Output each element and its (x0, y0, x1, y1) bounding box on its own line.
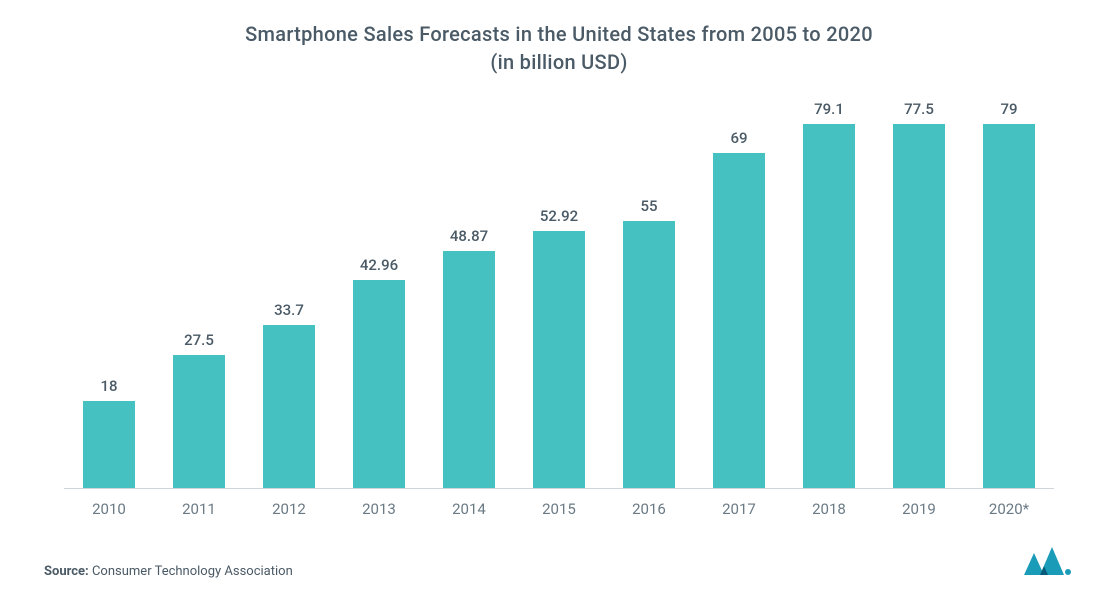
bar (713, 153, 765, 488)
bar-value-label: 42.96 (360, 256, 398, 274)
bar-value-label: 79.1 (814, 100, 844, 118)
bar (443, 251, 495, 488)
bar (803, 124, 855, 488)
bar-value-label: 79 (1000, 100, 1017, 118)
chart-footer: Source: Consumer Technology Association (40, 545, 1078, 579)
x-axis-label: 2013 (334, 500, 424, 518)
bar-slot: 79 (964, 100, 1054, 488)
bar-value-label: 18 (100, 377, 117, 395)
bar-slot: 42.96 (334, 100, 424, 488)
bar-slot: 18 (64, 100, 154, 488)
bar-value-label: 52.92 (540, 207, 578, 225)
bar (533, 231, 585, 488)
bar-slot: 33.7 (244, 100, 334, 488)
source-label: Source: (44, 564, 89, 579)
chart-title-line1: Smartphone Sales Forecasts in the United… (40, 20, 1078, 48)
bar-slot: 69 (694, 100, 784, 488)
bar (353, 280, 405, 488)
bar (983, 124, 1035, 488)
bar (263, 325, 315, 488)
bar-value-label: 55 (640, 197, 657, 215)
chart-title-block: Smartphone Sales Forecasts in the United… (40, 20, 1078, 76)
x-axis-label: 2017 (694, 500, 784, 518)
x-axis-label: 2018 (784, 500, 874, 518)
bar-slot: 27.5 (154, 100, 244, 488)
bar-slot: 79.1 (784, 100, 874, 488)
x-axis-label: 2020* (964, 500, 1054, 518)
chart-plot-area: 1827.533.742.9648.8752.92556979.177.579 … (64, 100, 1054, 529)
x-axis-label: 2010 (64, 500, 154, 518)
source-citation: Source: Consumer Technology Association (44, 564, 293, 579)
bar (623, 221, 675, 488)
chart-container: Smartphone Sales Forecasts in the United… (0, 0, 1118, 599)
chart-title-line2: (in billion USD) (40, 48, 1078, 76)
source-text: Consumer Technology Association (92, 564, 293, 579)
bar-slot: 55 (604, 100, 694, 488)
bar-value-label: 77.5 (904, 100, 934, 118)
x-axis-labels: 2010201120122013201420152016201720182019… (64, 489, 1054, 529)
x-axis-label: 2015 (514, 500, 604, 518)
x-axis-label: 2012 (244, 500, 334, 518)
bar (893, 124, 945, 488)
x-axis-label: 2016 (604, 500, 694, 518)
x-axis-label: 2019 (874, 500, 964, 518)
brand-logo-icon (1020, 545, 1074, 579)
bar-value-label: 27.5 (184, 331, 214, 349)
bar-slot: 77.5 (874, 100, 964, 488)
x-axis-label: 2014 (424, 500, 514, 518)
bar-value-label: 69 (730, 129, 747, 147)
x-axis-label: 2011 (154, 500, 244, 518)
bar (83, 401, 135, 488)
bars-row: 18 27.5 33.7 42.96 48.87 52.92 55 69 79.1 77.5 79 (64, 100, 1054, 489)
bar-value-label: 48.87 (450, 227, 488, 245)
bar-slot: 52.92 (514, 100, 604, 488)
bar-slot: 48.87 (424, 100, 514, 488)
bar-value-label: 33.7 (274, 301, 304, 319)
bar (173, 355, 225, 488)
